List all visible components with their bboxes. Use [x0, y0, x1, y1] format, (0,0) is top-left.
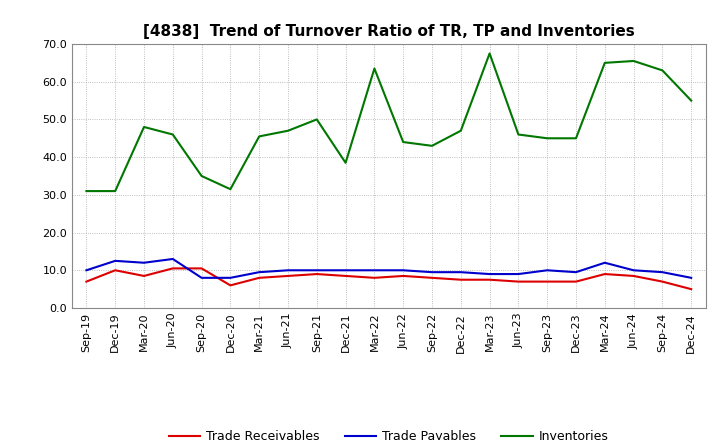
Inventories — [600, 60, 609, 66]
Trade Payables — [485, 271, 494, 277]
Trade Payables — [111, 258, 120, 264]
Line: Trade Receivables: Trade Receivables — [86, 268, 691, 289]
Line: Trade Payables: Trade Payables — [86, 259, 691, 278]
Trade Receivables — [428, 275, 436, 280]
Trade Payables — [82, 268, 91, 273]
Inventories — [428, 143, 436, 148]
Trade Receivables — [399, 273, 408, 279]
Trade Payables — [428, 270, 436, 275]
Trade Receivables — [140, 273, 148, 279]
Trade Payables — [312, 268, 321, 273]
Trade Payables — [370, 268, 379, 273]
Trade Payables — [284, 268, 292, 273]
Trade Receivables — [687, 286, 696, 292]
Trade Payables — [456, 270, 465, 275]
Trade Payables — [255, 270, 264, 275]
Trade Receivables — [284, 273, 292, 279]
Trade Payables — [572, 270, 580, 275]
Inventories — [514, 132, 523, 137]
Trade Receivables — [197, 266, 206, 271]
Inventories — [543, 136, 552, 141]
Line: Inventories: Inventories — [86, 53, 691, 191]
Trade Receivables — [255, 275, 264, 280]
Legend: Trade Receivables, Trade Payables, Inventories: Trade Receivables, Trade Payables, Inven… — [164, 425, 613, 440]
Title: [4838]  Trend of Turnover Ratio of TR, TP and Inventories: [4838] Trend of Turnover Ratio of TR, TP… — [143, 24, 634, 39]
Trade Payables — [687, 275, 696, 280]
Inventories — [226, 187, 235, 192]
Inventories — [168, 132, 177, 137]
Inventories — [485, 51, 494, 56]
Trade Payables — [399, 268, 408, 273]
Trade Payables — [140, 260, 148, 265]
Trade Receivables — [629, 273, 638, 279]
Trade Payables — [658, 270, 667, 275]
Trade Receivables — [543, 279, 552, 284]
Inventories — [312, 117, 321, 122]
Inventories — [341, 160, 350, 165]
Trade Receivables — [111, 268, 120, 273]
Inventories — [456, 128, 465, 133]
Trade Payables — [197, 275, 206, 280]
Inventories — [572, 136, 580, 141]
Inventories — [140, 125, 148, 130]
Trade Receivables — [82, 279, 91, 284]
Trade Payables — [543, 268, 552, 273]
Inventories — [197, 173, 206, 179]
Trade Receivables — [168, 266, 177, 271]
Inventories — [629, 59, 638, 64]
Trade Payables — [341, 268, 350, 273]
Inventories — [255, 134, 264, 139]
Inventories — [370, 66, 379, 71]
Trade Receivables — [600, 271, 609, 277]
Trade Receivables — [370, 275, 379, 280]
Trade Receivables — [485, 277, 494, 282]
Trade Payables — [600, 260, 609, 265]
Inventories — [82, 188, 91, 194]
Trade Payables — [168, 257, 177, 262]
Trade Payables — [629, 268, 638, 273]
Trade Payables — [514, 271, 523, 277]
Inventories — [687, 98, 696, 103]
Inventories — [399, 139, 408, 145]
Trade Receivables — [312, 271, 321, 277]
Trade Receivables — [456, 277, 465, 282]
Inventories — [658, 68, 667, 73]
Trade Payables — [226, 275, 235, 280]
Trade Receivables — [226, 283, 235, 288]
Inventories — [111, 188, 120, 194]
Trade Receivables — [658, 279, 667, 284]
Trade Receivables — [514, 279, 523, 284]
Trade Receivables — [341, 273, 350, 279]
Inventories — [284, 128, 292, 133]
Trade Receivables — [572, 279, 580, 284]
